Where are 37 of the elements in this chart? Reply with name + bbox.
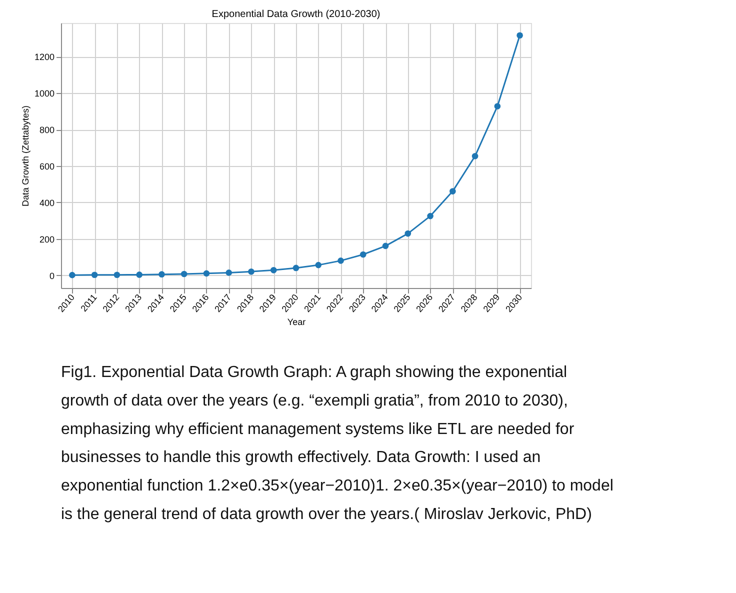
y-tick-label: 0 <box>49 270 54 281</box>
point <box>472 152 478 160</box>
point <box>226 270 232 276</box>
text: businesses to handle this growth effectively. Data Growth: I used an <box>61 449 541 466</box>
point <box>91 272 98 278</box>
y-axis-title: Data Growth (Zettabytes) <box>20 105 30 207</box>
point <box>360 251 366 258</box>
text: exponential function 1.2×e0.35×(year−2010)1. 2×e0.35×(year−2010) to model <box>61 478 614 494</box>
text: emphasizing why efficient management systems like ETL are needed for <box>61 420 575 438</box>
point <box>114 272 120 278</box>
point <box>292 264 300 272</box>
text: is the general trend of data growth over the years.( Miroslav Jerkovic, PhD) <box>61 506 592 523</box>
point <box>494 103 501 110</box>
point <box>158 271 165 278</box>
x-axis-title: Year <box>287 317 306 328</box>
point <box>338 258 344 264</box>
point <box>203 270 210 277</box>
text: growth of data over the years (e.g. “exempli gratia”, from 2010 to 2030), <box>61 392 568 410</box>
chart-title: Exponential Data Growth (2010-2030) <box>212 9 380 20</box>
y-tick-label: 800 <box>39 125 54 136</box>
point <box>315 262 322 268</box>
point <box>136 272 142 278</box>
caption: Fig1. Exponential Data Growth Graph: A graph showing the exponential <box>61 364 568 382</box>
y-tick-label: 400 <box>39 198 54 208</box>
y-tick-label: 1000 <box>34 88 54 99</box>
point <box>404 230 412 237</box>
point <box>69 272 76 278</box>
point <box>248 268 254 275</box>
point <box>270 266 277 274</box>
point <box>450 188 456 194</box>
point <box>516 32 523 39</box>
y-tick-label: 600 <box>39 161 54 172</box>
point <box>427 212 434 220</box>
point <box>382 242 389 250</box>
y-tick-label: 200 <box>39 234 54 244</box>
y-tick-label: 1200 <box>34 52 54 62</box>
point <box>180 270 188 278</box>
